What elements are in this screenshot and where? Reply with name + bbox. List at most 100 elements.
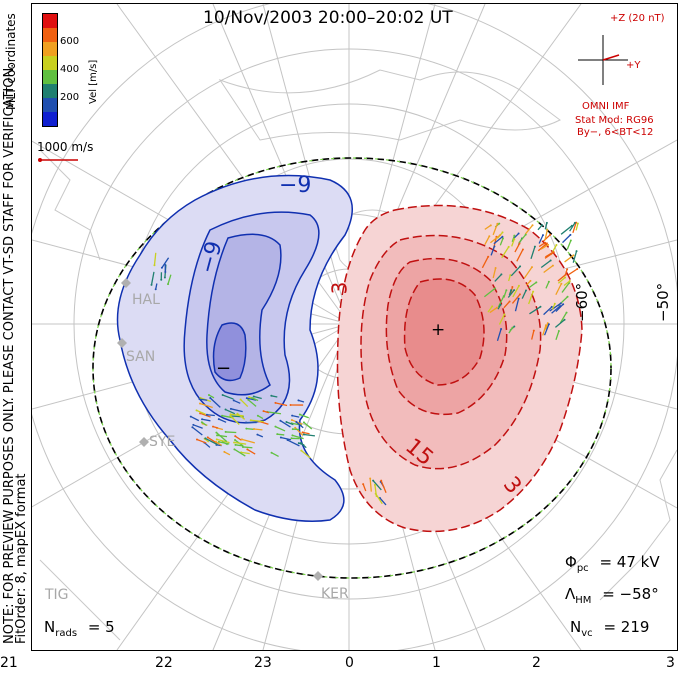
colorbar-segment bbox=[43, 28, 57, 42]
radar-label: HAL bbox=[132, 292, 160, 308]
vector-origin bbox=[552, 251, 555, 254]
vector-origin bbox=[217, 440, 220, 443]
vector-origin bbox=[560, 282, 563, 285]
vector-origin bbox=[518, 293, 521, 296]
velocity-vector bbox=[503, 290, 507, 298]
vector-origin bbox=[248, 396, 251, 399]
velocity-vector bbox=[537, 224, 543, 231]
velocity-vector bbox=[543, 323, 550, 336]
velocity-vector bbox=[524, 224, 534, 235]
velocity-vector bbox=[362, 483, 367, 492]
coastline bbox=[218, 69, 561, 141]
vector-origin bbox=[511, 326, 514, 329]
colorbar-tick: 400 bbox=[60, 64, 80, 75]
vector-origin bbox=[302, 433, 305, 436]
velocity-vector bbox=[302, 431, 310, 435]
vector-origin bbox=[297, 399, 300, 402]
velocity-vector bbox=[295, 421, 304, 429]
hm-latitude: ΛHM = −58° bbox=[565, 585, 659, 606]
vector-origin bbox=[517, 232, 520, 235]
vector-origin bbox=[501, 235, 504, 238]
mlt-tick: 0 bbox=[345, 655, 354, 671]
velocity-vector bbox=[575, 223, 579, 231]
velocity-vector bbox=[192, 426, 203, 436]
colorbar-segment bbox=[43, 56, 57, 70]
velocity-vector bbox=[280, 436, 292, 441]
velocity-vector bbox=[564, 254, 574, 263]
velocity-vector bbox=[501, 246, 510, 259]
vector-origin bbox=[505, 289, 508, 292]
vector-origin bbox=[199, 402, 202, 405]
vector-origin bbox=[519, 265, 522, 268]
map-title: 10/Nov/2003 20:00–20:02 UT bbox=[203, 8, 453, 28]
vector-origin bbox=[234, 435, 237, 438]
phi-sub: pc bbox=[576, 563, 589, 574]
latitude-label: −60° bbox=[573, 282, 591, 322]
colorbar-segment bbox=[43, 70, 57, 84]
velocity-vector bbox=[234, 441, 247, 445]
phi-value: = 47 kV bbox=[599, 553, 660, 571]
vector-origin bbox=[150, 283, 153, 286]
velocity-vector bbox=[514, 243, 521, 253]
vector-origin bbox=[569, 239, 572, 242]
velocity-vector bbox=[203, 442, 211, 448]
velocity-vector bbox=[250, 419, 264, 423]
velocity-vector bbox=[507, 274, 511, 282]
velocity-vector bbox=[299, 413, 309, 419]
velocity-vector bbox=[271, 452, 279, 458]
hm-boundary-green bbox=[92, 157, 612, 579]
vector-origin bbox=[513, 238, 516, 241]
velocity-vector bbox=[190, 416, 200, 422]
nvc-sub: vc bbox=[581, 628, 593, 639]
velocity-vector bbox=[523, 266, 533, 279]
vector-origin bbox=[507, 245, 510, 248]
vector-origin bbox=[216, 434, 219, 437]
vector-origin bbox=[545, 221, 548, 224]
vector-origin bbox=[553, 302, 556, 305]
vector-origin bbox=[240, 438, 243, 441]
vector-origin bbox=[531, 224, 534, 227]
velocity-vector bbox=[554, 319, 565, 328]
velocity-vector bbox=[193, 424, 203, 429]
vector-origin bbox=[252, 395, 255, 398]
velocity-vector bbox=[557, 274, 567, 282]
vector-origin bbox=[496, 222, 499, 225]
vector-origin bbox=[229, 414, 232, 417]
vector-origin bbox=[491, 305, 494, 308]
vector-origin bbox=[569, 233, 572, 236]
velocity-vector bbox=[237, 413, 246, 420]
velocity-vector bbox=[196, 409, 206, 415]
vector-origin bbox=[573, 221, 576, 224]
vector-origin bbox=[373, 483, 376, 486]
velocity-vector bbox=[225, 408, 236, 415]
vector-origin bbox=[551, 264, 554, 267]
radar-label: KER bbox=[321, 586, 349, 602]
vector-origin bbox=[160, 266, 163, 269]
velocity-vector bbox=[484, 224, 492, 230]
vector-origin bbox=[214, 440, 217, 443]
velocity-vector bbox=[372, 480, 382, 491]
vector-origin bbox=[513, 289, 516, 292]
vector-origin bbox=[212, 425, 215, 428]
vector-origin bbox=[191, 426, 194, 429]
dawn-cell-core bbox=[403, 278, 485, 386]
velocity-vector bbox=[512, 285, 520, 298]
vector-origin bbox=[513, 325, 516, 328]
vector-origin bbox=[521, 248, 524, 251]
vector-origin bbox=[576, 267, 579, 270]
vector-origin bbox=[215, 438, 218, 441]
velocity-vector bbox=[514, 298, 520, 312]
velocity-vector bbox=[267, 411, 282, 415]
vector-origin bbox=[564, 276, 567, 279]
velocity-vector bbox=[566, 240, 572, 250]
vector-origin bbox=[301, 431, 304, 434]
velocity-vector bbox=[481, 256, 489, 269]
vector-origin bbox=[509, 274, 512, 277]
vector-origin bbox=[539, 305, 542, 308]
velocity-vector bbox=[529, 306, 541, 315]
velocity-vector bbox=[218, 441, 230, 445]
vector-origin bbox=[291, 434, 294, 437]
vector-origin bbox=[270, 451, 273, 454]
velocity-vector bbox=[544, 251, 554, 258]
velocity-vector bbox=[380, 480, 387, 493]
